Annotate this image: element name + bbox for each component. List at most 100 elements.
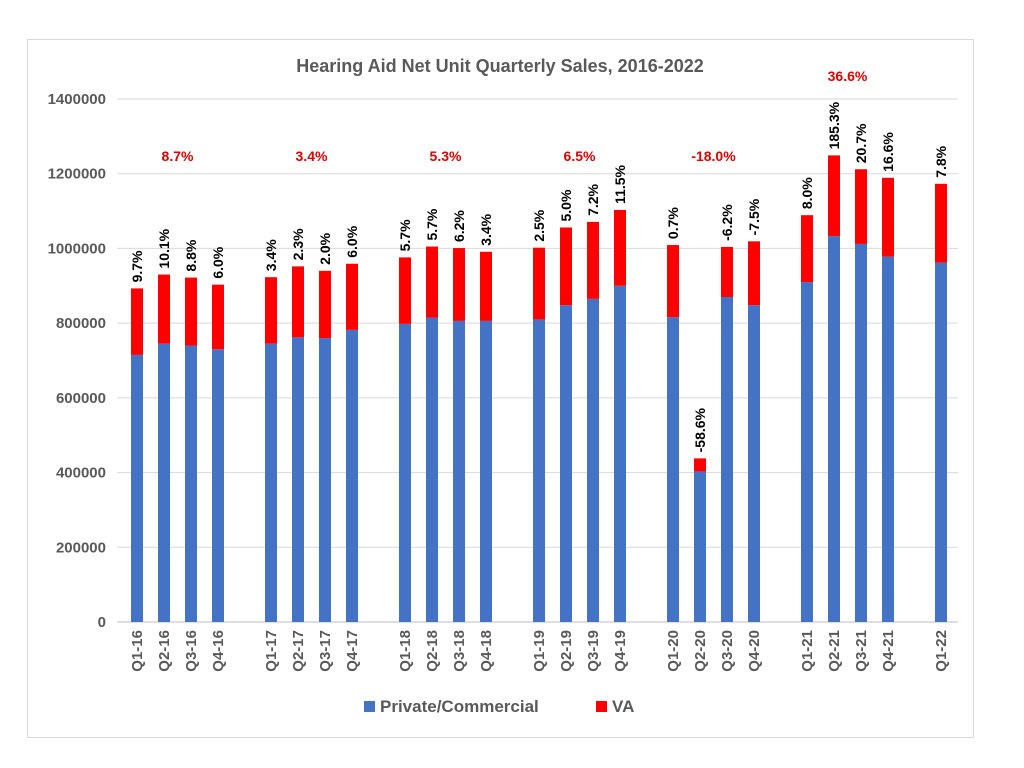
bar-private-commercial	[694, 471, 706, 622]
bar-va	[614, 209, 626, 286]
bar-percent-label: 5.7%	[397, 219, 413, 251]
x-tick-label: Q1-22	[933, 630, 950, 672]
bar-private-commercial	[480, 320, 492, 622]
bar-va	[426, 246, 438, 318]
bar-private-commercial	[131, 354, 143, 622]
y-tick-label: 1000000	[48, 240, 106, 257]
bar-private-commercial	[426, 317, 438, 622]
bar-percent-label: 2.3%	[290, 228, 306, 260]
annual-growth-label: 6.5%	[564, 148, 596, 164]
x-tick-label: Q2-18	[424, 630, 441, 672]
bar-percent-label: 6.0%	[210, 246, 226, 278]
bar-va	[399, 257, 411, 324]
bar-va	[801, 215, 813, 283]
bar-private-commercial	[667, 317, 679, 622]
y-tick-label: 1200000	[48, 166, 106, 183]
bar-private-commercial	[453, 320, 465, 622]
x-tick-label: Q3-20	[719, 630, 736, 672]
x-tick-label: Q1-16	[129, 630, 146, 672]
bar-percent-label: 20.7%	[853, 123, 869, 163]
bar-va	[319, 270, 331, 339]
x-tick-label: Q3-17	[317, 630, 334, 672]
x-tick-label: Q2-21	[826, 630, 843, 672]
x-tick-label: Q3-18	[451, 630, 468, 672]
x-tick-label: Q1-17	[263, 630, 280, 672]
bar-private-commercial	[346, 329, 358, 622]
bar-va	[185, 277, 197, 346]
annual-growth-label: -18.0%	[691, 148, 736, 164]
bar-private-commercial	[319, 338, 331, 622]
bar-va	[533, 247, 545, 320]
bar-percent-label: 11.5%	[612, 164, 628, 203]
bar-percent-label: 8.8%	[183, 239, 199, 271]
bar-private-commercial	[828, 236, 840, 622]
x-tick-label: Q3-16	[183, 630, 200, 672]
y-tick-label: 800000	[56, 315, 106, 332]
bar-percent-label: 16.6%	[880, 132, 896, 172]
bar-private-commercial	[748, 305, 760, 622]
chart-frame: Hearing Aid Net Unit Quarterly Sales, 20…	[27, 39, 974, 738]
x-tick-label: Q4-16	[210, 630, 227, 672]
x-tick-label: Q1-21	[799, 630, 816, 672]
y-tick-label: 0	[98, 614, 106, 631]
bar-percent-label: 0.7%	[665, 207, 681, 239]
bar-private-commercial	[265, 343, 277, 622]
x-tick-label: Q4-18	[478, 630, 495, 672]
bar-private-commercial	[587, 298, 599, 622]
y-tick-label: 400000	[56, 465, 106, 482]
bar-percent-label: 185.3%	[826, 101, 842, 149]
bar-va	[346, 263, 358, 330]
bar-percent-label: 3.4%	[478, 213, 494, 245]
y-tick-label: 1400000	[48, 91, 106, 108]
x-tick-label: Q1-19	[531, 630, 548, 672]
x-tick-label: Q4-21	[880, 630, 897, 672]
bar-private-commercial	[855, 243, 867, 622]
x-tick-label: Q4-19	[612, 630, 629, 672]
bar-va	[158, 274, 170, 344]
x-tick-label: Q2-16	[156, 630, 173, 672]
y-tick-label: 200000	[56, 539, 106, 556]
bar-va	[855, 169, 867, 244]
bar-private-commercial	[292, 337, 304, 622]
bar-va	[694, 458, 706, 472]
x-tick-label: Q2-20	[692, 630, 709, 672]
bar-percent-label: 9.7%	[129, 250, 145, 282]
bar-private-commercial	[533, 319, 545, 622]
annual-growth-label: 3.4%	[296, 148, 328, 164]
x-tick-label: Q4-17	[344, 630, 361, 672]
bar-va	[480, 251, 492, 321]
bar-percent-label: 5.7%	[424, 208, 440, 240]
bar-percent-label: 3.4%	[263, 239, 279, 271]
bar-va	[212, 284, 224, 350]
x-tick-label: Q2-19	[558, 630, 575, 672]
bar-percent-label: -58.6%	[692, 407, 708, 452]
bar-va	[131, 288, 143, 355]
bar-va	[935, 183, 947, 263]
bar-va	[560, 227, 572, 306]
annual-growth-label: 5.3%	[430, 148, 462, 164]
bar-percent-label: -7.5%	[746, 198, 762, 235]
bar-percent-label: 8.0%	[799, 177, 815, 209]
bar-percent-label: -6.2%	[719, 204, 735, 241]
x-tick-label: Q4-20	[746, 630, 763, 672]
chart-svg: Hearing Aid Net Unit Quarterly Sales, 20…	[48, 56, 958, 716]
bar-va	[748, 241, 760, 306]
x-tick-label: Q2-17	[290, 630, 307, 672]
annual-growth-label: 36.6%	[828, 68, 868, 84]
bar-private-commercial	[721, 296, 733, 622]
bar-va	[453, 248, 465, 321]
x-tick-label: Q1-18	[397, 630, 414, 672]
bar-private-commercial	[801, 282, 813, 622]
bar-private-commercial	[158, 343, 170, 622]
bar-private-commercial	[614, 285, 626, 622]
bar-va	[667, 245, 679, 318]
bar-private-commercial	[399, 323, 411, 622]
bar-percent-label: 6.0%	[344, 225, 360, 257]
chart-title: Hearing Aid Net Unit Quarterly Sales, 20…	[296, 56, 704, 76]
y-tick-label: 600000	[56, 390, 106, 407]
bar-percent-label: 10.1%	[156, 228, 172, 268]
bar-private-commercial	[185, 345, 197, 622]
bar-percent-label: 5.0%	[558, 189, 574, 221]
legend-label-va: VA	[612, 697, 634, 716]
bar-va	[292, 266, 304, 338]
